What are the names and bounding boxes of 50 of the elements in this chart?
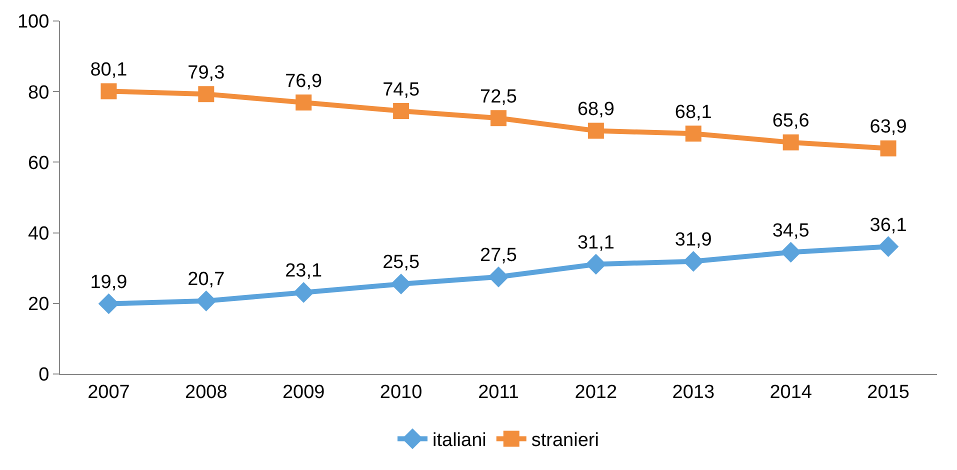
- data-label: 80,1: [90, 60, 128, 80]
- point: [780, 242, 802, 263]
- point: [588, 122, 604, 139]
- point: [390, 274, 412, 294]
- point: [488, 266, 509, 288]
- data-label: 68,1: [674, 102, 712, 123]
- point: [296, 94, 312, 111]
- point: [782, 134, 799, 150]
- legend-label: stranieri: [531, 430, 599, 452]
- x-tick-label: 2014: [770, 382, 812, 403]
- data-label: 20,7: [188, 269, 225, 290]
- point: [198, 86, 214, 102]
- data-label: 31,9: [674, 230, 712, 251]
- point: [685, 126, 702, 142]
- data-label: 27,5: [480, 245, 517, 266]
- y-tick-label: 100: [17, 12, 50, 33]
- data-label: 31,1: [577, 232, 614, 254]
- y-tick-label: 20: [28, 294, 50, 316]
- data-label: 34,5: [772, 220, 810, 242]
- x-tick-label: 2009: [282, 382, 325, 403]
- data-label: 36,1: [870, 214, 907, 236]
- data-label: 25,5: [382, 252, 420, 274]
- data-label: 74,5: [382, 79, 420, 100]
- point: [393, 103, 410, 120]
- y-tick-label: 80: [28, 82, 50, 104]
- point: [490, 110, 506, 126]
- point: [100, 83, 117, 100]
- y-tick-label: 40: [28, 223, 50, 244]
- x-tick-label: 2012: [574, 382, 618, 403]
- data-label: 72,5: [480, 86, 517, 108]
- data-label: 68,9: [577, 99, 614, 120]
- x-tick-label: 2007: [88, 382, 130, 403]
- data-label: 19,9: [90, 272, 128, 293]
- point: [878, 236, 899, 257]
- x-tick-label: 2013: [672, 382, 715, 403]
- point: [880, 140, 896, 156]
- x-tick-label: 2015: [867, 382, 910, 403]
- x-tick-label: 2011: [478, 382, 519, 403]
- data-label: 23,1: [285, 260, 322, 282]
- data-label: 76,9: [285, 70, 322, 92]
- data-label: 79,3: [188, 62, 225, 84]
- x-tick-label: 2008: [185, 382, 228, 403]
- data-label: 63,9: [870, 116, 907, 138]
- y-tick-label: 0: [38, 364, 50, 386]
- legend-label: italiani: [432, 430, 486, 452]
- y-tick-label: 60: [28, 152, 50, 174]
- point: [293, 282, 314, 303]
- data-label: 65,6: [772, 110, 810, 132]
- point: [196, 290, 217, 312]
- x-tick-label: 2010: [380, 382, 422, 403]
